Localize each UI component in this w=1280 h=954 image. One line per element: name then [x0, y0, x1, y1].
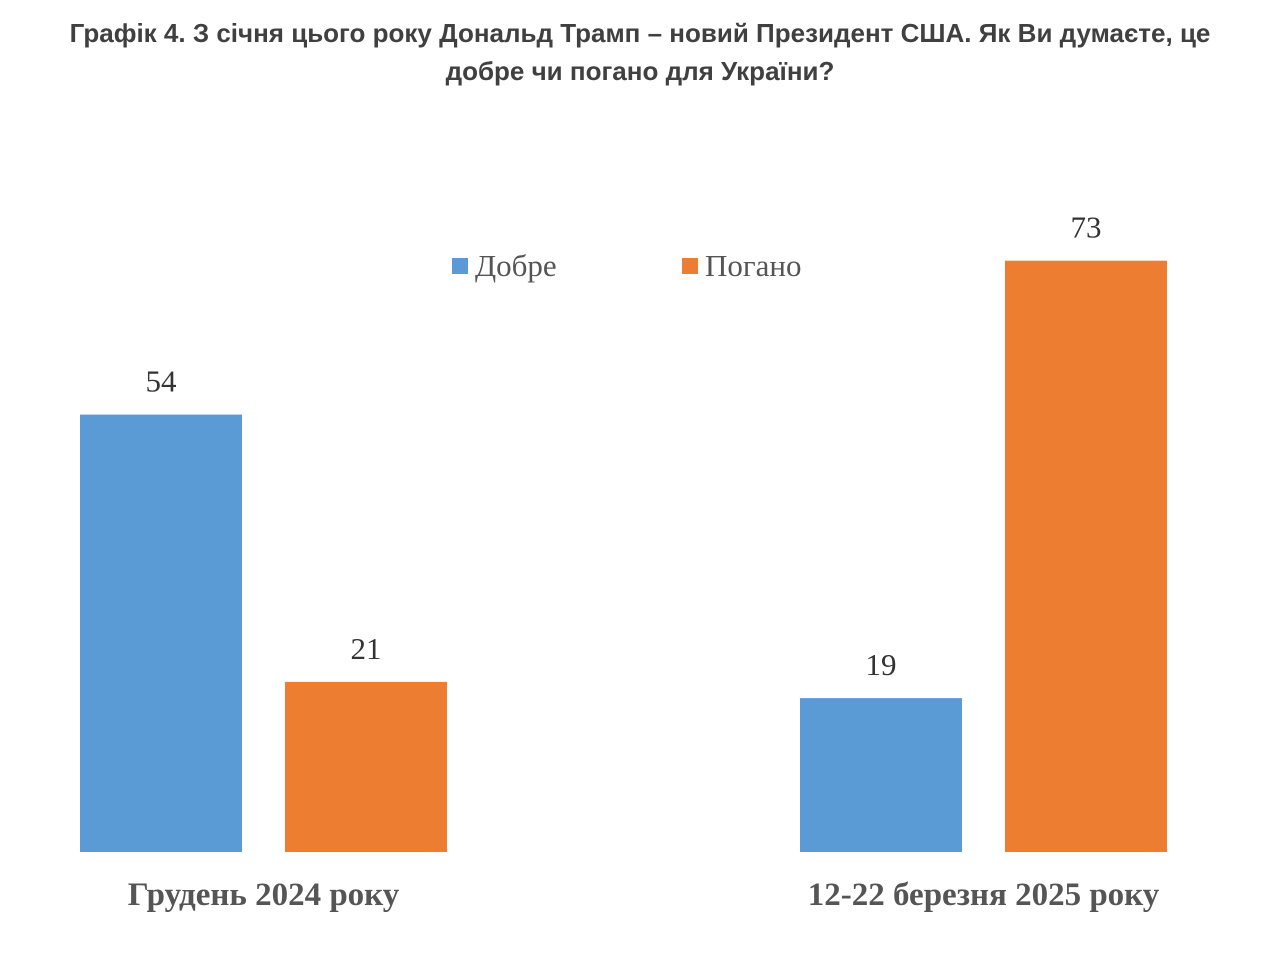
value-label: 21 — [351, 631, 382, 666]
value-label: 19 — [866, 647, 897, 682]
chart-title-line-1: Графік 4. З січня цього року Дональд Тра… — [69, 18, 1211, 48]
category-label: 12-22 березня 2025 року — [808, 877, 1160, 913]
legend: Добре Погано — [452, 248, 801, 283]
category-labels: Грудень 2024 року 12-22 березня 2025 року — [128, 877, 1160, 913]
value-labels: 54 21 19 73 — [146, 210, 1102, 682]
bar-Погано-2 — [1005, 260, 1167, 852]
legend-swatch-Добре — [452, 258, 468, 274]
value-label: 73 — [1071, 210, 1102, 245]
legend-label: Погано — [705, 248, 801, 283]
bar-Добре-1 — [80, 414, 242, 852]
bars — [80, 260, 1167, 852]
chart-title-line-2: добре чи погано для України? — [445, 56, 835, 86]
chart-title: Графік 4. З січня цього року Дональд Тра… — [20, 14, 1260, 90]
category-label: Грудень 2024 року — [128, 877, 400, 913]
bar-Добре-2 — [800, 698, 962, 852]
value-label: 54 — [146, 364, 178, 399]
legend-label: Добре — [475, 248, 557, 283]
legend-swatch-Погано — [682, 258, 698, 274]
bar-Погано-1 — [285, 681, 447, 852]
